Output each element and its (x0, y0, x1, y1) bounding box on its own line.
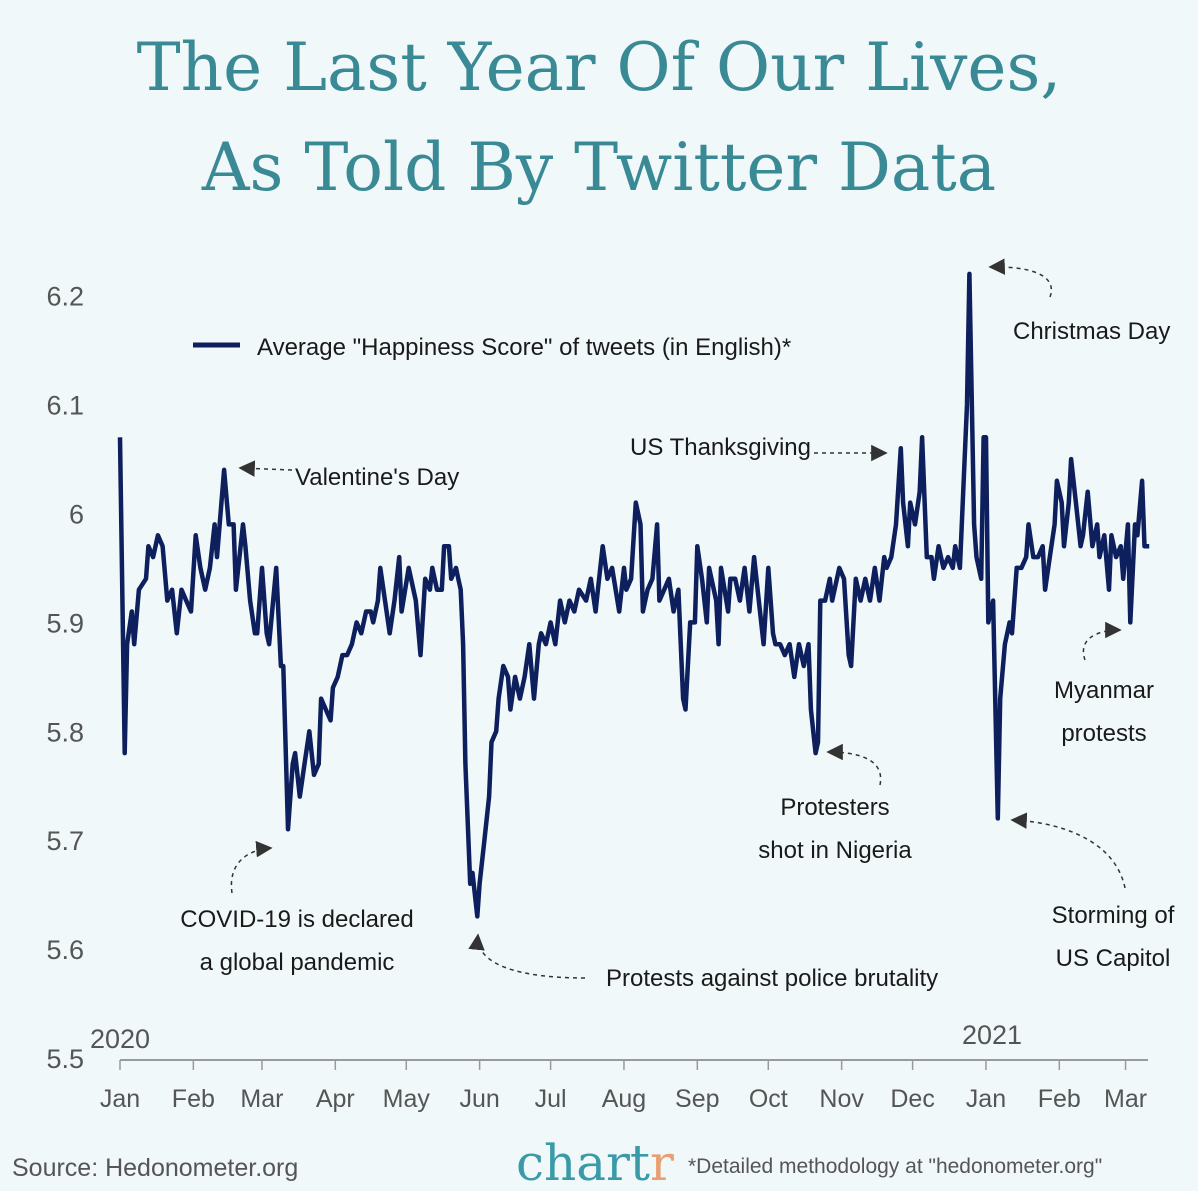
x-tick-label: Jul (535, 1085, 567, 1113)
annotation-text: Myanmar (1054, 677, 1154, 704)
annotation-text: protests (1061, 720, 1146, 747)
annotation-text: a global pandemic (200, 949, 395, 976)
annotation-text: Protesters (780, 794, 889, 821)
annotation-thanksgiving: US Thanksgiving (630, 434, 888, 462)
legend-label: Average "Happiness Score" of tweets (in … (257, 334, 791, 361)
title-line-1: The Last Year Of Our Lives, (137, 29, 1062, 106)
y-tick-label: 5.5 (46, 1044, 84, 1074)
annotation-text: US Capitol (1056, 945, 1171, 972)
x-tick-label: Mar (1104, 1085, 1147, 1113)
y-tick-label: 6.1 (46, 391, 84, 421)
data-points (119, 273, 1150, 917)
y-tick-label: 6 (69, 500, 84, 530)
annotation-myanmar: Myanmar protests (1054, 621, 1154, 747)
arrow-icon (230, 840, 273, 894)
annotation-police-protests: Protests against police brutality (468, 933, 938, 992)
year-label-2020: 2020 (90, 1024, 150, 1054)
y-axis-ticks: 5.5 5.6 5.7 5.8 5.9 6 6.1 6.2 (46, 282, 84, 1074)
x-tick-label: Jun (459, 1085, 499, 1113)
y-tick-label: 5.7 (46, 826, 84, 856)
y-tick-label: 5.8 (46, 717, 84, 747)
x-tick-label: Apr (316, 1085, 355, 1113)
year-label-2021: 2021 (962, 1020, 1022, 1050)
y-tick-label: 5.6 (46, 935, 84, 965)
series-line-happiness (117, 271, 1150, 919)
arrow-icon (238, 460, 293, 477)
annotation-text: Protests against police brutality (606, 965, 938, 992)
y-tick-label: 5.9 (46, 608, 84, 638)
arrow-icon (1082, 621, 1122, 661)
title-line-2: As Told By Twitter Data (201, 129, 996, 206)
x-tick-label: Oct (749, 1085, 788, 1113)
x-tick-label: Aug (602, 1085, 646, 1113)
annotation-text: Christmas Day (1013, 318, 1170, 345)
x-axis-ticks: Jan Feb Mar Apr May Jun Jul Aug Sep Oct Nov Dec Jan F… (100, 1060, 1147, 1113)
x-tick-label: Feb (172, 1085, 215, 1113)
arrow-icon (988, 258, 1053, 298)
x-tick-label: Feb (1038, 1085, 1081, 1113)
x-tick-label: Sep (675, 1085, 719, 1113)
annotation-text: shot in Nigeria (758, 837, 912, 864)
annotation-text: COVID-19 is declared (180, 906, 413, 933)
annotation-text: Valentine's Day (295, 464, 459, 491)
annotation-text: US Thanksgiving (630, 434, 811, 461)
x-tick-label: May (383, 1085, 431, 1113)
arrow-icon (1010, 812, 1126, 889)
x-tick-label: Mar (240, 1085, 283, 1113)
annotation-capitol: Storming of US Capitol (1010, 812, 1175, 972)
x-tick-label: Nov (819, 1085, 864, 1113)
annotation-nigeria: Protesters shot in Nigeria (758, 743, 912, 864)
annotation-christmas: Christmas Day (988, 258, 1170, 345)
x-tick-label: Dec (890, 1085, 934, 1113)
chartr-logo: chartr (516, 1134, 674, 1191)
annotation-valentines: Valentine's Day (238, 460, 459, 491)
methodology-note: *Detailed methodology at "hedonometer.or… (688, 1155, 1102, 1178)
y-tick-label: 6.2 (46, 282, 84, 312)
source-label: Source: Hedonometer.org (12, 1154, 298, 1182)
arrow-icon (468, 933, 586, 979)
annotation-text: Storming of (1052, 902, 1175, 929)
annotation-covid: COVID-19 is declared a global pandemic (180, 840, 414, 976)
x-tick-label: Jan (100, 1085, 140, 1113)
x-tick-label: Jan (966, 1085, 1006, 1113)
